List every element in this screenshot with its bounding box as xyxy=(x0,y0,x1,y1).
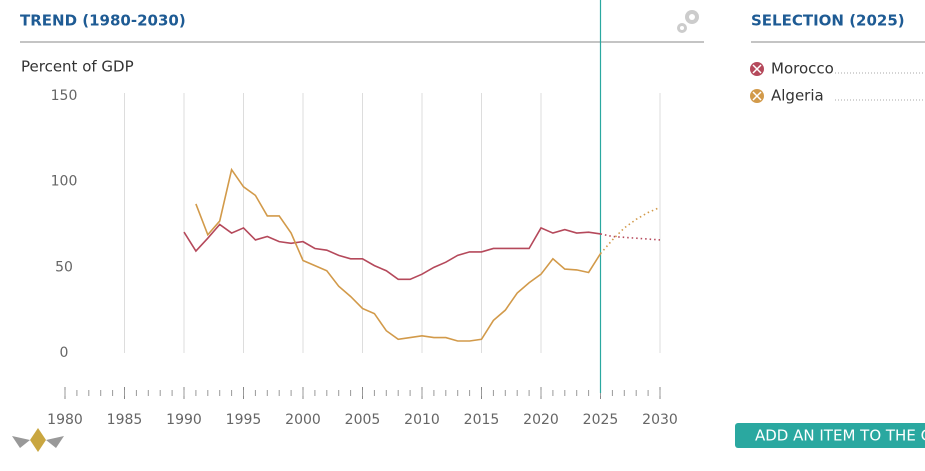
y-tick-label: 150 xyxy=(51,88,78,104)
x-tick-label: 1995 xyxy=(226,412,262,428)
x-tick-label: 2025 xyxy=(583,412,619,428)
projection-line xyxy=(600,233,661,241)
y-tick-label: 50 xyxy=(55,259,73,275)
series-line xyxy=(183,223,601,281)
x-tick-label: 2015 xyxy=(464,412,500,428)
x-tick-label: 2020 xyxy=(523,412,559,428)
x-tick-label: 2000 xyxy=(285,412,321,428)
selection-title: SELECTION (2025) xyxy=(751,12,905,30)
legend-marker-x xyxy=(752,91,762,101)
add-item-button[interactable] xyxy=(735,423,925,448)
logo xyxy=(12,428,64,452)
settings-icon[interactable] xyxy=(677,10,699,33)
x-tick-label: 1985 xyxy=(107,412,143,428)
projection-line xyxy=(599,206,661,255)
x-tick-label: 2010 xyxy=(404,412,440,428)
x-tick-label: 1980 xyxy=(47,412,83,428)
legend-marker-x xyxy=(752,64,762,74)
add-item-label[interactable]: ADD AN ITEM TO THE CHART xyxy=(755,427,925,445)
x-tick-label: 1990 xyxy=(166,412,202,428)
legend-label: Morocco xyxy=(771,60,834,78)
legend-label: Algeria xyxy=(771,87,824,105)
panel-title: TREND (1980-2030) xyxy=(20,12,186,30)
y-axis-label: Percent of GDP xyxy=(21,58,134,76)
series-line xyxy=(195,167,602,342)
x-tick-label: 2030 xyxy=(642,412,678,428)
y-tick-label: 100 xyxy=(51,174,78,190)
x-tick-label: 2005 xyxy=(345,412,381,428)
y-tick-label: 0 xyxy=(60,345,69,361)
